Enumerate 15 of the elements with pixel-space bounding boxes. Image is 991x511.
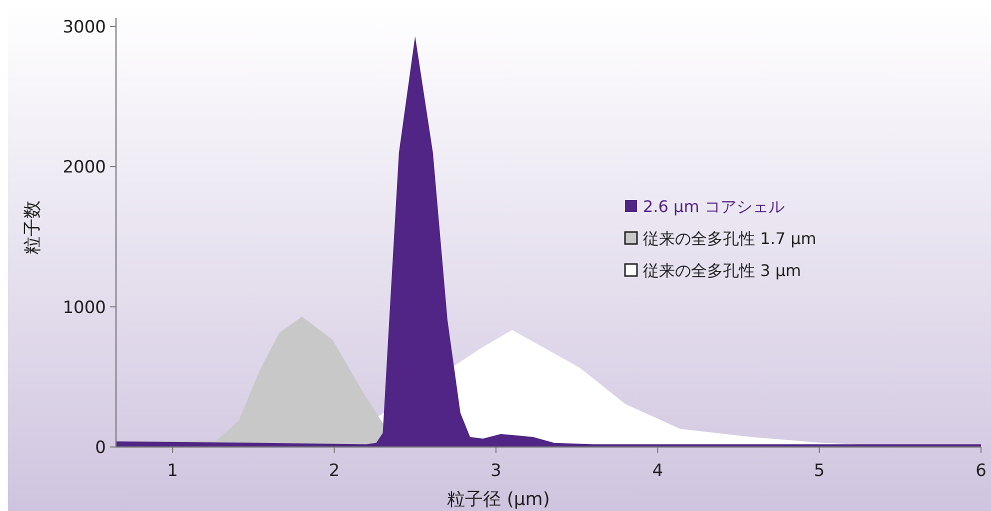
legend-label: 2.6 µm コアシェル: [643, 197, 784, 216]
x-tick-label: 6: [976, 461, 986, 481]
x-tick-label: 3: [490, 461, 502, 481]
y-axis-title: 粒子数: [22, 200, 43, 254]
y-tick-label: 1000: [62, 298, 106, 318]
y-tick-label: 0: [95, 438, 106, 458]
x-axis-title: 粒子径 (µm): [447, 489, 550, 510]
y-tick-label: 2000: [62, 158, 106, 178]
legend-label: 従来の全多孔性 3 µm: [643, 261, 802, 280]
legend-label: 従来の全多孔性 1.7 µm: [643, 229, 816, 248]
x-tick-label: 5: [814, 461, 825, 481]
x-tick-label: 2: [328, 461, 340, 481]
x-tick-label: 4: [652, 461, 664, 481]
y-tick-label: 3000: [62, 17, 106, 38]
x-tick-label: 1: [167, 461, 178, 481]
